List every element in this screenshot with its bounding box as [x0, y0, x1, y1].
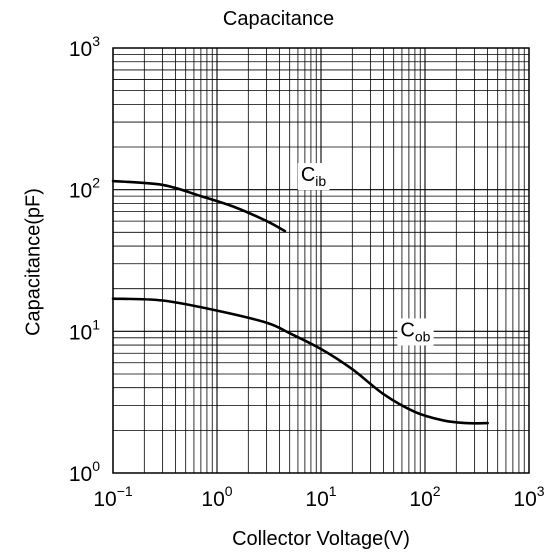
chart-title: Capacitance	[222, 8, 335, 30]
x-tick-label: 10−1	[93, 483, 133, 511]
series-label-Cob: Cob	[400, 319, 430, 344]
series-labels: Cib Cob	[297, 163, 434, 346]
y-tick-label: 103	[69, 33, 100, 61]
x-tick-label: 103	[513, 483, 544, 511]
y-axis-label: Capacitance(pF)	[22, 188, 45, 336]
series-label-Cib: Cib	[301, 164, 327, 189]
x-tick-label: 102	[409, 483, 440, 511]
series-label-background	[397, 318, 434, 346]
series-curves	[111, 179, 489, 425]
y-tick-label: 101	[69, 316, 100, 344]
grid-lines	[112, 47, 530, 474]
y-tick-label: 100	[69, 458, 100, 486]
x-tick-label: 101	[305, 483, 336, 511]
series-line-Cib	[111, 179, 287, 233]
series-line-Cob	[111, 297, 489, 425]
y-tick-label: 102	[69, 175, 100, 203]
x-tick-label: 100	[201, 483, 232, 511]
series-label-background	[297, 163, 330, 191]
plot-frame	[112, 47, 530, 474]
x-axis-label: Collector Voltage(V)	[232, 528, 410, 550]
